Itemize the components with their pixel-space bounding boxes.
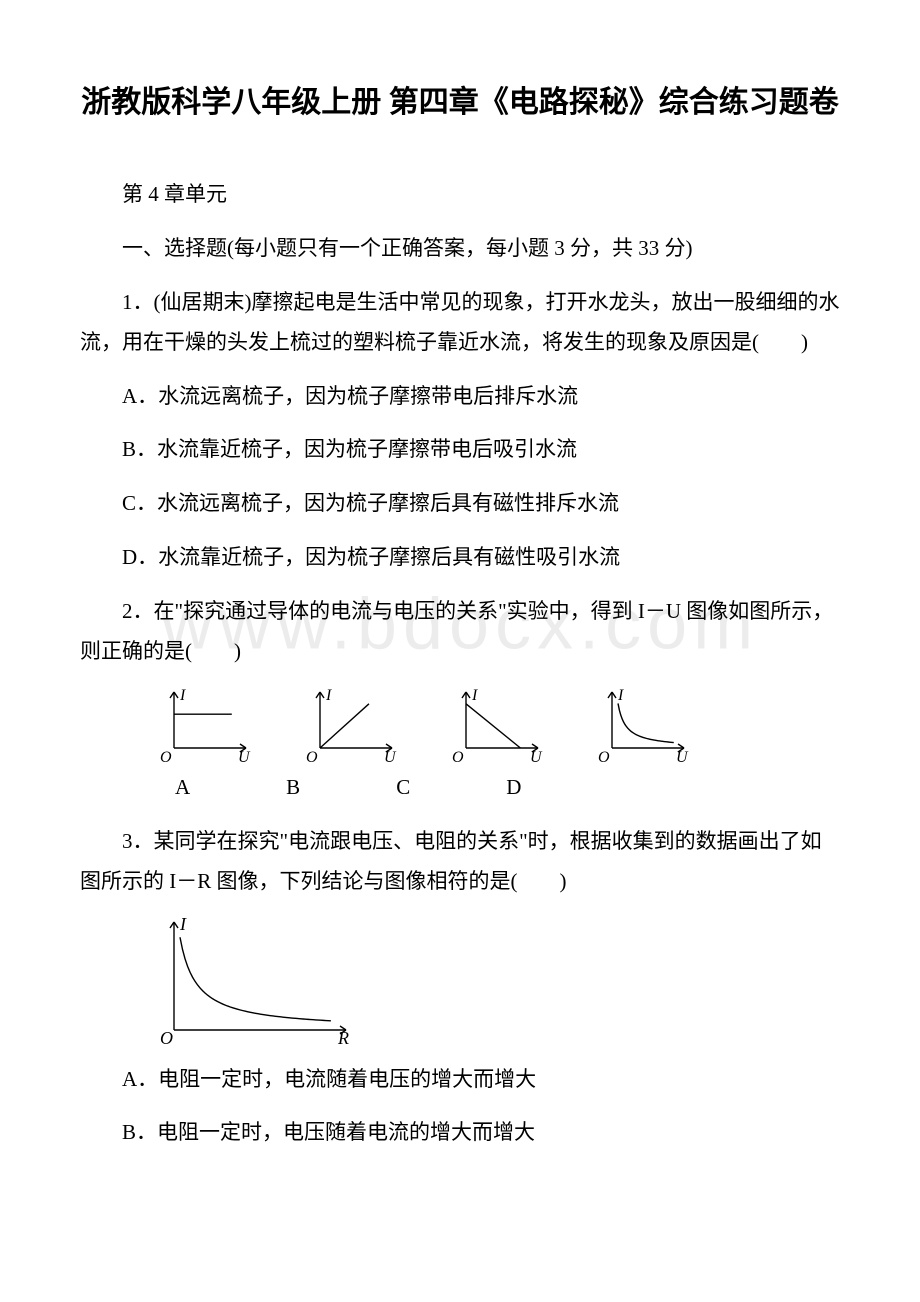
svg-text:U: U (676, 749, 689, 764)
q2-label-d: D (506, 768, 521, 808)
q2-graph-labels: A B C D (175, 768, 840, 808)
q2-graph-b: I O U (298, 686, 398, 764)
svg-text:O: O (306, 749, 318, 764)
q2-graph-row: I O U I O U I O U I O U (152, 686, 840, 764)
q1-option-c: C．水流远离梳子，因为梳子摩擦后具有磁性排斥水流 (80, 484, 840, 524)
q2-label-a: A (175, 768, 190, 808)
q3-stem: 3．某同学在探究"电流跟电压、电阻的关系"时，根据收集到的数据画出了如图所示的 … (80, 822, 840, 902)
q1-option-d: D．水流靠近梳子，因为梳子摩擦后具有磁性吸引水流 (80, 538, 840, 578)
svg-text:I: I (325, 687, 332, 704)
q2-label-c: C (396, 768, 410, 808)
q2-graph-c: I O U (444, 686, 544, 764)
svg-text:O: O (598, 749, 610, 764)
q2-graph-a: I O U (152, 686, 252, 764)
svg-text:O: O (160, 1028, 173, 1046)
svg-text:O: O (160, 749, 172, 764)
svg-text:U: U (384, 749, 397, 764)
svg-text:U: U (238, 749, 251, 764)
svg-text:R: R (337, 1028, 349, 1046)
q3-option-b: B．电阻一定时，电压随着电流的增大而增大 (80, 1113, 840, 1153)
section-heading: 一、选择题(每小题只有一个正确答案，每小题 3 分，共 33 分) (80, 229, 840, 269)
page-title: 浙教版科学八年级上册 第四章《电路探秘》综合练习题卷 (80, 80, 840, 125)
document-body: 浙教版科学八年级上册 第四章《电路探秘》综合练习题卷 第 4 章单元 一、选择题… (80, 80, 840, 1153)
q3-graph: I O R (152, 916, 352, 1046)
q2-stem: 2．在"探究通过导体的电流与电压的关系"实验中，得到 I－U 图像如图所示，则正… (80, 592, 840, 672)
svg-text:U: U (530, 749, 543, 764)
chapter-line: 第 4 章单元 (80, 175, 840, 215)
svg-text:I: I (179, 916, 187, 934)
svg-text:I: I (471, 687, 478, 704)
svg-text:I: I (617, 687, 624, 704)
svg-text:O: O (452, 749, 464, 764)
q2-graph-d: I O U (590, 686, 690, 764)
q1-option-a: A．水流远离梳子，因为梳子摩擦带电后排斥水流 (80, 377, 840, 417)
q1-stem: 1．(仙居期末)摩擦起电是生活中常见的现象，打开水龙头，放出一股细细的水流，用在… (80, 283, 840, 363)
q1-option-b: B．水流靠近梳子，因为梳子摩擦带电后吸引水流 (80, 430, 840, 470)
q3-graph-wrap: I O R (152, 916, 840, 1046)
q3-option-a: A．电阻一定时，电流随着电压的增大而增大 (80, 1060, 840, 1100)
q2-label-b: B (286, 768, 300, 808)
svg-text:I: I (179, 687, 186, 704)
